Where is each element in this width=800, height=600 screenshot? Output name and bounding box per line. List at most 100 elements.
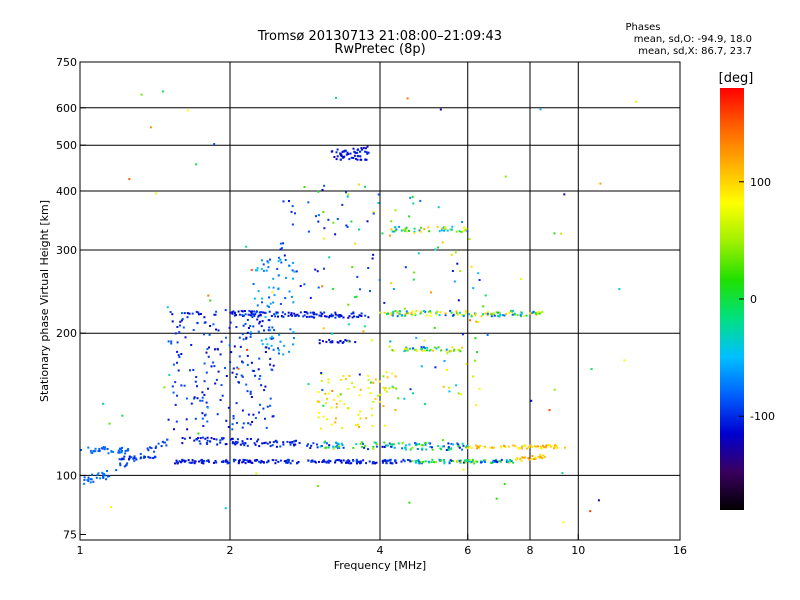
data-point bbox=[172, 391, 175, 394]
data-point bbox=[498, 315, 500, 318]
data-point bbox=[420, 230, 422, 233]
data-point bbox=[133, 459, 136, 462]
data-point bbox=[192, 368, 195, 371]
data-point bbox=[563, 193, 566, 196]
data-point bbox=[228, 326, 231, 329]
data-point bbox=[92, 449, 95, 452]
data-point bbox=[360, 312, 363, 315]
data-point bbox=[179, 324, 181, 327]
data-point bbox=[412, 347, 414, 350]
data-point bbox=[392, 386, 395, 389]
data-point bbox=[352, 147, 355, 150]
data-point bbox=[83, 476, 86, 479]
data-point bbox=[450, 443, 453, 445]
data-point bbox=[205, 401, 208, 404]
data-point bbox=[199, 437, 202, 440]
data-point bbox=[347, 323, 350, 326]
data-point bbox=[196, 397, 199, 400]
data-point bbox=[249, 333, 252, 336]
data-point bbox=[188, 436, 191, 439]
data-point bbox=[256, 269, 259, 272]
data-point bbox=[484, 312, 487, 315]
data-point bbox=[324, 440, 327, 443]
data-point bbox=[382, 405, 385, 407]
data-point bbox=[433, 346, 436, 349]
data-point bbox=[317, 416, 320, 419]
data-point bbox=[321, 461, 324, 463]
data-point bbox=[495, 497, 498, 500]
data-point bbox=[424, 460, 427, 463]
data-point bbox=[306, 444, 309, 447]
data-point bbox=[520, 311, 523, 314]
data-point bbox=[355, 458, 358, 461]
data-point bbox=[374, 397, 377, 400]
data-point bbox=[296, 462, 298, 465]
data-point bbox=[358, 150, 361, 153]
y-axis-ticks: 75 100 200 300 400 500 600 750 bbox=[56, 56, 86, 541]
data-point bbox=[526, 447, 529, 450]
data-point bbox=[298, 442, 301, 444]
data-point bbox=[252, 370, 255, 372]
data-point bbox=[482, 459, 485, 462]
data-point bbox=[250, 361, 253, 364]
data-point bbox=[264, 311, 267, 314]
data-point bbox=[439, 311, 442, 314]
data-point bbox=[87, 446, 90, 449]
data-point bbox=[377, 202, 380, 204]
data-point bbox=[360, 315, 363, 317]
data-point bbox=[272, 441, 275, 444]
data-point bbox=[372, 381, 375, 384]
data-point bbox=[202, 459, 205, 462]
data-point bbox=[405, 347, 408, 350]
data-point bbox=[132, 457, 135, 460]
data-point bbox=[428, 230, 431, 233]
data-point bbox=[371, 257, 374, 260]
data-point bbox=[240, 374, 243, 377]
data-point bbox=[271, 444, 274, 447]
data-point bbox=[386, 376, 389, 379]
data-point bbox=[322, 404, 325, 407]
data-point bbox=[291, 441, 293, 444]
data-point bbox=[442, 459, 445, 461]
data-point bbox=[242, 361, 244, 364]
data-point bbox=[126, 462, 129, 465]
data-point bbox=[426, 349, 429, 352]
grid bbox=[80, 62, 680, 540]
data-point bbox=[542, 444, 544, 447]
data-point bbox=[180, 384, 183, 387]
data-point bbox=[192, 329, 195, 332]
data-point bbox=[246, 354, 249, 357]
data-point bbox=[378, 380, 381, 383]
data-point bbox=[186, 428, 189, 431]
data-point bbox=[486, 314, 489, 317]
data-point bbox=[516, 314, 519, 317]
data-point bbox=[190, 344, 193, 346]
data-point bbox=[251, 316, 254, 319]
data-point bbox=[445, 449, 448, 451]
data-point bbox=[328, 316, 331, 319]
data-point bbox=[353, 150, 356, 153]
data-point bbox=[279, 248, 282, 251]
data-point bbox=[268, 319, 271, 322]
data-point bbox=[154, 447, 157, 449]
data-point bbox=[529, 444, 532, 447]
data-point bbox=[474, 359, 477, 362]
data-point bbox=[428, 461, 431, 464]
data-point bbox=[424, 441, 427, 444]
data-point bbox=[477, 321, 479, 323]
data-point bbox=[278, 256, 280, 259]
data-point bbox=[590, 368, 593, 371]
data-point bbox=[364, 158, 367, 161]
data-point bbox=[288, 350, 290, 353]
data-point bbox=[236, 421, 238, 424]
data-point bbox=[307, 459, 310, 462]
data-point bbox=[227, 406, 230, 409]
data-point bbox=[97, 450, 100, 453]
data-point bbox=[315, 313, 318, 316]
data-point bbox=[511, 309, 514, 312]
data-point bbox=[253, 310, 256, 313]
data-point bbox=[219, 439, 222, 442]
data-point bbox=[411, 460, 414, 463]
data-point bbox=[167, 418, 170, 421]
data-point bbox=[181, 318, 184, 320]
